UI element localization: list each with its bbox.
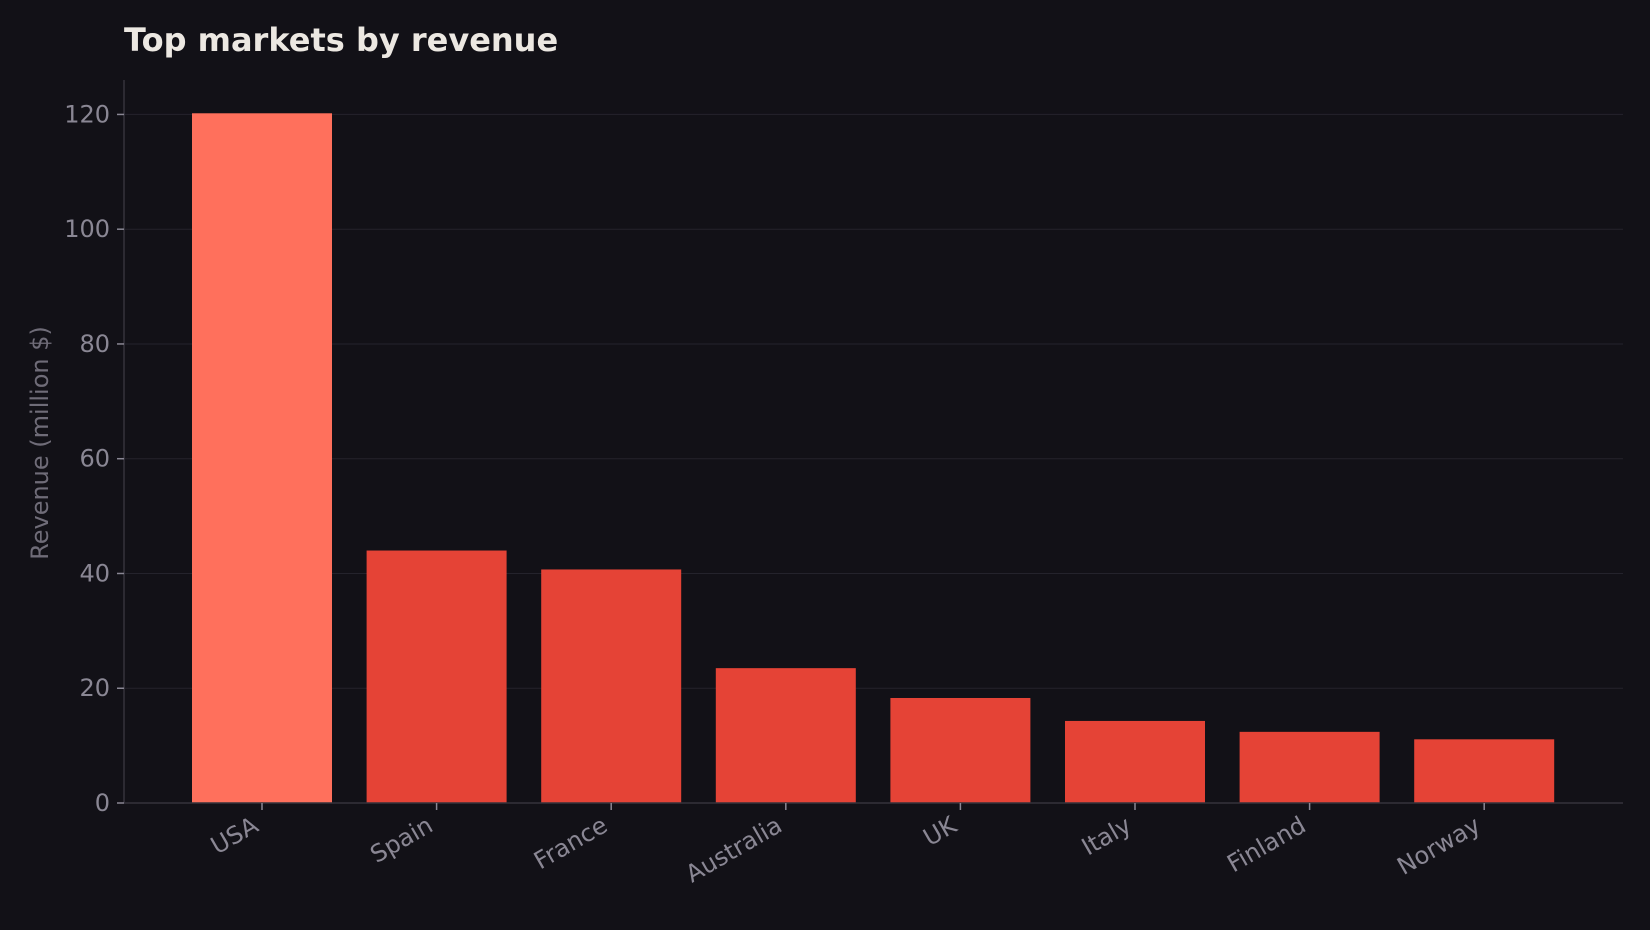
y-tick-label: 100	[64, 215, 110, 243]
bar-norway	[1414, 739, 1555, 803]
axes	[123, 80, 1623, 804]
bar-spain	[366, 550, 507, 803]
y-tick-label: 60	[79, 445, 110, 473]
bar-usa	[192, 113, 332, 804]
bar-italy	[1065, 720, 1205, 803]
y-ticks: 0 20 40 60 80 100 120	[64, 100, 124, 817]
bar-australia	[715, 668, 856, 803]
bar-uk	[890, 697, 1031, 803]
y-tick-label: 20	[79, 674, 110, 702]
y-tick-label: 0	[95, 789, 110, 817]
bar-france	[541, 569, 682, 803]
y-tick-label: 80	[79, 330, 110, 358]
y-axis-label: Revenue (million $)	[26, 326, 54, 560]
bar-finland	[1239, 731, 1380, 803]
bars	[192, 113, 1555, 804]
chart-title: Top markets by revenue	[124, 21, 558, 59]
y-tick-label: 120	[64, 100, 110, 128]
y-tick-label: 40	[79, 559, 110, 587]
